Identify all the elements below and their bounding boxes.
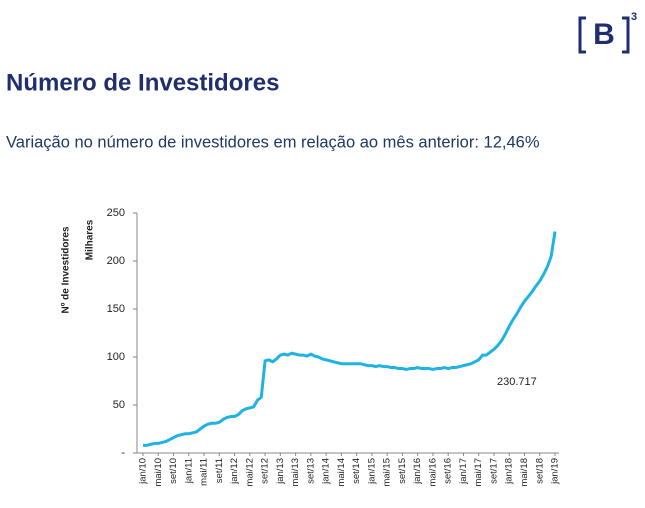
y-tick-label: 50 — [113, 399, 125, 411]
x-tick-label: mai/14 — [336, 458, 347, 487]
x-tick-label: jan/15 — [366, 458, 377, 485]
x-tick-label: mai/18 — [519, 458, 530, 487]
x-tick-label: mai/11 — [199, 458, 210, 486]
x-tick-label: set/16 — [443, 458, 454, 484]
x-tick-label: set/13 — [305, 458, 316, 484]
logo-letter: B — [593, 18, 615, 51]
y-tick-label: 150 — [107, 303, 125, 315]
x-tick-label: set/11 — [214, 458, 225, 483]
logo-bracket — [622, 16, 630, 54]
x-tick-label: jan/18 — [504, 458, 515, 485]
x-tick-label: jan/16 — [412, 458, 423, 485]
x-tick-label: mai/16 — [427, 458, 438, 487]
x-tick-label: jan/17 — [458, 458, 469, 485]
x-tick-label: jan/10 — [138, 458, 149, 485]
annotation: 230.717 — [497, 376, 537, 388]
x-tick-label: set/18 — [534, 458, 545, 484]
x-tick-label: set/14 — [351, 458, 362, 484]
title: Número de Investidores — [6, 69, 279, 96]
logo: B 3 — [578, 11, 637, 54]
y-tick-label: 250 — [107, 207, 125, 219]
x-tick-label: mai/12 — [244, 458, 255, 487]
y-axis-title: Nº de Investidores — [61, 226, 72, 313]
x-tick-label: set/12 — [260, 458, 271, 484]
x-tick-label: mai/13 — [290, 458, 301, 487]
x-tick-label: set/10 — [168, 458, 179, 484]
y-tick-label: 200 — [107, 255, 125, 267]
y-tick-label: 100 — [107, 351, 125, 363]
x-tick-label: mai/10 — [153, 458, 164, 487]
x-tick-label: mai/17 — [473, 458, 484, 487]
subtitle: Variação no número de investidores em re… — [6, 133, 540, 151]
y-tick-label: - — [121, 447, 125, 459]
logo-superscript: 3 — [631, 11, 637, 23]
x-tick-label: set/15 — [397, 458, 408, 484]
x-tick-label: set/17 — [488, 458, 499, 484]
y-axis-unit: Milhares — [85, 219, 96, 260]
x-tick-label: jan/19 — [550, 458, 561, 485]
line-series — [143, 231, 557, 447]
x-tick-label: jan/14 — [321, 458, 332, 485]
x-tick-label: jan/13 — [275, 458, 286, 485]
logo-bracket — [578, 16, 586, 54]
x-tick-label: mai/15 — [382, 458, 393, 487]
x-tick-label: jan/12 — [229, 458, 240, 485]
x-tick-label: jan/11 — [183, 458, 194, 484]
